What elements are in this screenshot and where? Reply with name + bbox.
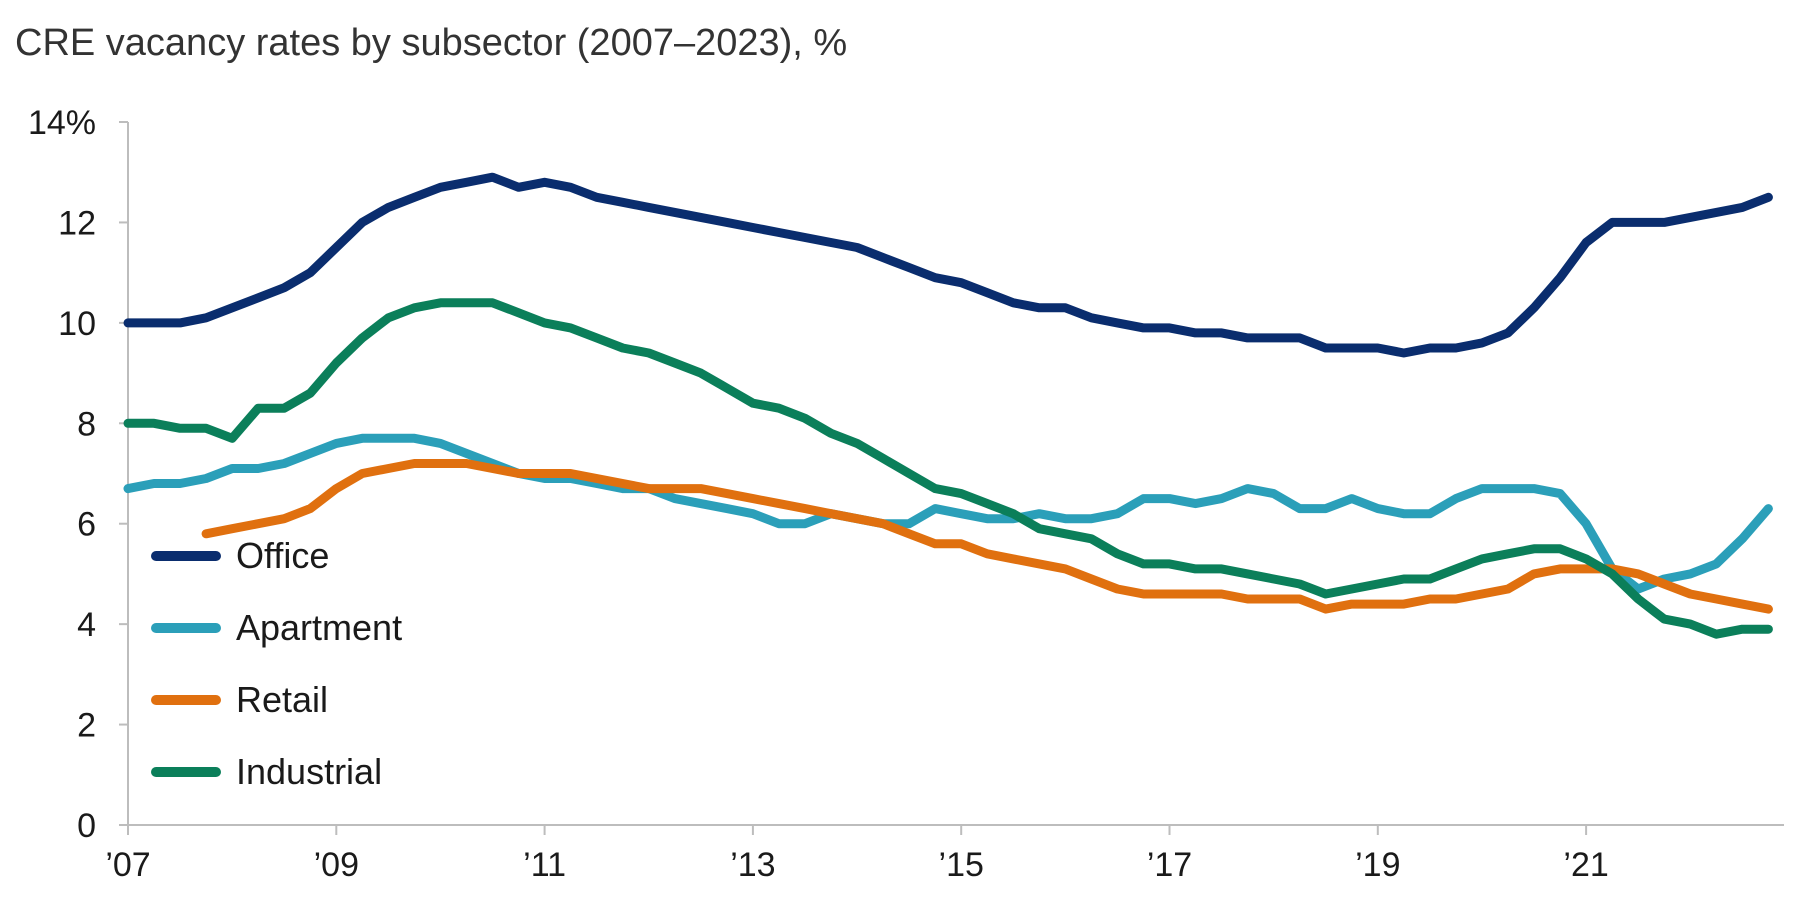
x-tick-label: ’11 (523, 846, 566, 884)
y-tick-label: 10 (58, 305, 96, 343)
series-line-apartment (123, 433, 1773, 594)
legend-label-retail: Retail (236, 679, 328, 720)
legend-label-apartment: Apartment (236, 607, 402, 648)
series-lines (123, 172, 1773, 639)
legend-label-industrial: Industrial (236, 751, 382, 792)
x-tick-label: ’09 (314, 846, 359, 884)
series-line-office (123, 172, 1773, 358)
series-line-industrial (123, 298, 1773, 639)
y-tick-label: 2 (77, 707, 96, 745)
x-tick-label: ’19 (1355, 846, 1400, 884)
y-tick-label: 12 (58, 204, 96, 242)
x-tick-label: ’07 (105, 846, 150, 884)
y-tick-label: 14% (28, 104, 96, 142)
y-tick-label: 8 (77, 405, 96, 443)
x-tick-label: ’17 (1147, 846, 1192, 884)
x-axis-ticks: ’07 ’09 ’11 ’13 ’15 ’17 ’19 ’21 (105, 825, 1609, 884)
y-axis-ticks: 0 2 4 6 8 10 12 14% (28, 104, 128, 845)
x-tick-label: ’21 (1563, 846, 1608, 884)
series-line-retail (201, 459, 1773, 614)
x-tick-label: ’15 (939, 846, 984, 884)
y-tick-label: 0 (77, 807, 96, 845)
axes (127, 122, 1784, 826)
y-tick-label: 6 (77, 506, 96, 544)
x-tick-label: ’13 (730, 846, 775, 884)
chart-title: CRE vacancy rates by subsector (2007–202… (15, 22, 847, 64)
legend-label-office: Office (236, 535, 329, 576)
y-tick-label: 4 (77, 606, 96, 644)
legend: Office Apartment Retail Industrial (151, 535, 402, 792)
